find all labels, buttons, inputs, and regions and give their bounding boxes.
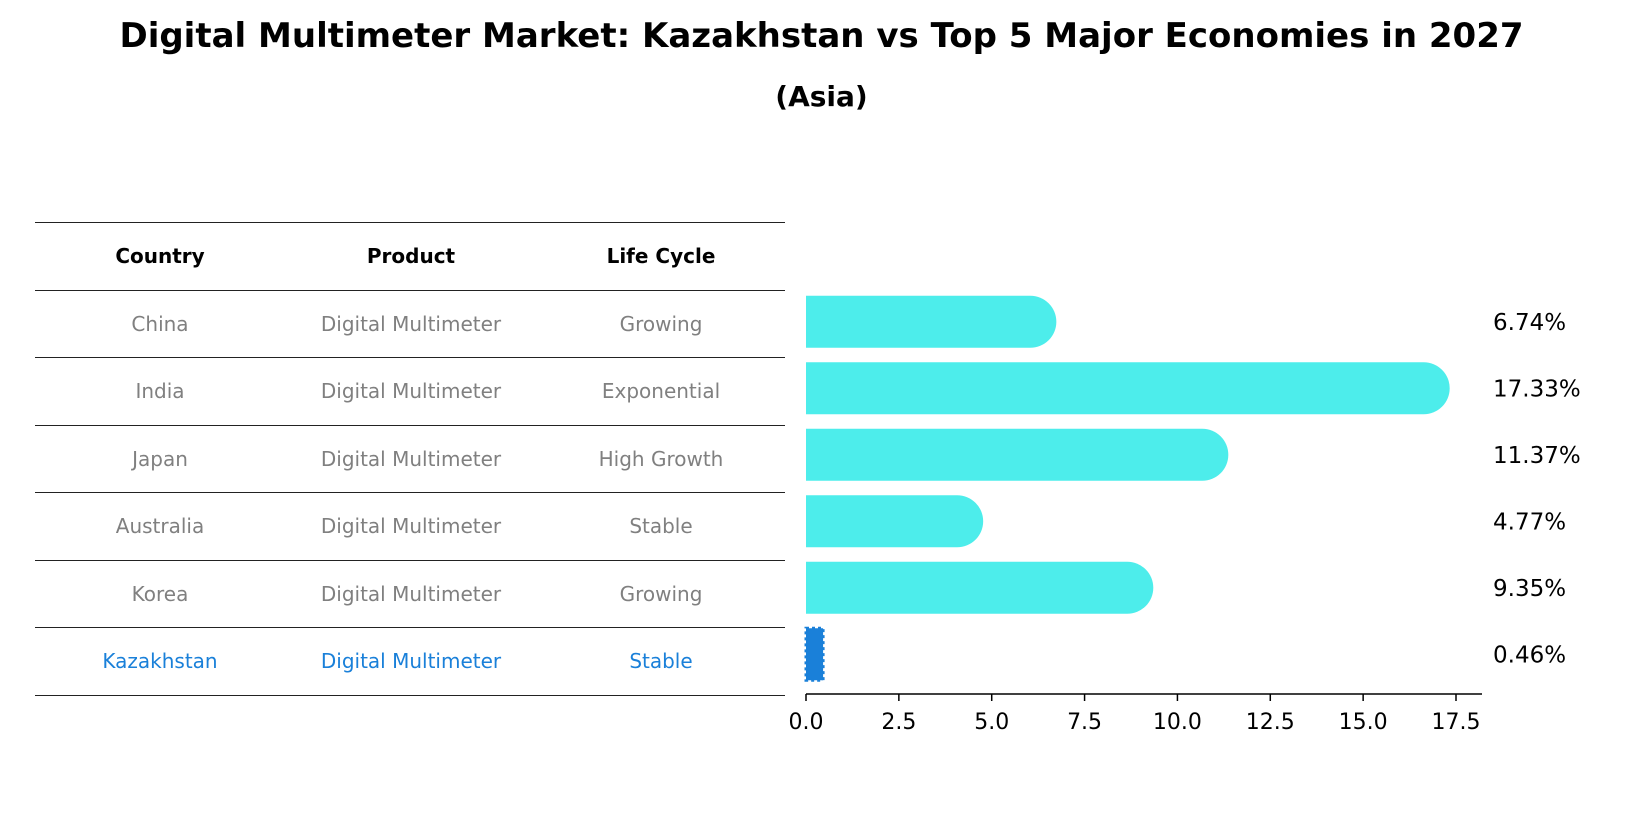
bar-japan (806, 428, 1229, 481)
x-tick-label: 0.0 (789, 710, 824, 735)
bar-china (806, 295, 1057, 348)
column-header-product: Product (366, 244, 456, 269)
table-row: China Digital Multimeter Growing (35, 289, 785, 358)
life-cycle-cell: Stable (629, 514, 693, 539)
product-cell: Digital Multimeter (320, 379, 502, 404)
x-tick-label: 2.5 (881, 710, 916, 735)
chart-subtitle: (Asia) (775, 80, 868, 113)
value-label-korea: 9.35% (1493, 576, 1566, 602)
x-tick-label: 15.0 (1339, 710, 1388, 735)
x-tick-label: 5.0 (974, 710, 1009, 735)
table-header-row: Country Product Life Cycle (35, 222, 785, 290)
country-cell: India (135, 379, 185, 404)
country-cell: Korea (131, 581, 189, 606)
value-label-china: 6.74% (1493, 310, 1566, 336)
table-row: Australia Digital Multimeter Stable (35, 492, 785, 560)
table-row: Korea Digital Multimeter Growing (35, 559, 785, 628)
value-label-kazakhstan: 0.46% (1493, 642, 1566, 668)
life-cycle-cell: Stable (629, 649, 693, 674)
bar-india (806, 362, 1450, 415)
product-cell: Digital Multimeter (320, 649, 502, 674)
country-cell: Kazakhstan (102, 649, 218, 674)
table-row: Japan Digital Multimeter High Growth (35, 424, 785, 493)
value-label-japan: 11.37% (1493, 443, 1581, 469)
country-cell: Japan (132, 446, 188, 471)
bar-australia (806, 495, 984, 548)
product-cell: Digital Multimeter (320, 514, 502, 539)
market-table: Country Product Life Cycle China Digital… (35, 222, 785, 696)
table-row-highlighted: Kazakhstan Digital Multimeter Stable (35, 627, 785, 696)
bar-kazakhstan (804, 626, 825, 682)
x-tick-label: 7.5 (1067, 710, 1102, 735)
chart-title: Digital Multimeter Market: Kazakhstan vs… (119, 16, 1524, 56)
country-cell: China (131, 311, 189, 336)
life-cycle-cell: High Growth (598, 446, 724, 471)
product-cell: Digital Multimeter (320, 446, 502, 471)
value-label-india: 17.33% (1493, 376, 1581, 402)
x-tick-label: 17.5 (1432, 710, 1481, 735)
bar-korea (806, 561, 1154, 614)
table-row: India Digital Multimeter Exponential (35, 357, 785, 425)
life-cycle-cell: Exponential (601, 379, 721, 404)
x-tick-label: 10.0 (1153, 710, 1202, 735)
country-cell: Australia (115, 514, 205, 539)
value-label-australia: 4.77% (1493, 509, 1566, 535)
life-cycle-cell: Growing (619, 581, 703, 606)
life-cycle-cell: Growing (619, 311, 703, 336)
x-tick-label: 12.5 (1246, 710, 1295, 735)
product-cell: Digital Multimeter (320, 581, 502, 606)
product-cell: Digital Multimeter (320, 311, 502, 336)
column-header-country: Country (115, 244, 205, 269)
column-header-life-cycle: Life Cycle (606, 244, 716, 269)
